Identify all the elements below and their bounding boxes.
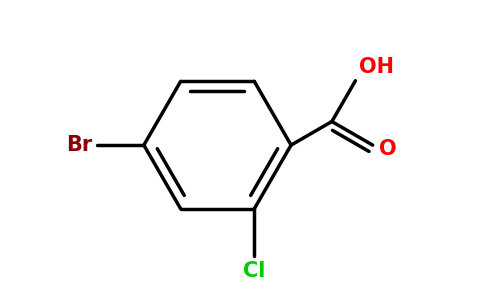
Text: Cl: Cl <box>243 261 265 281</box>
Text: OH: OH <box>359 57 394 77</box>
Text: Br: Br <box>67 135 93 155</box>
Text: O: O <box>378 139 396 159</box>
